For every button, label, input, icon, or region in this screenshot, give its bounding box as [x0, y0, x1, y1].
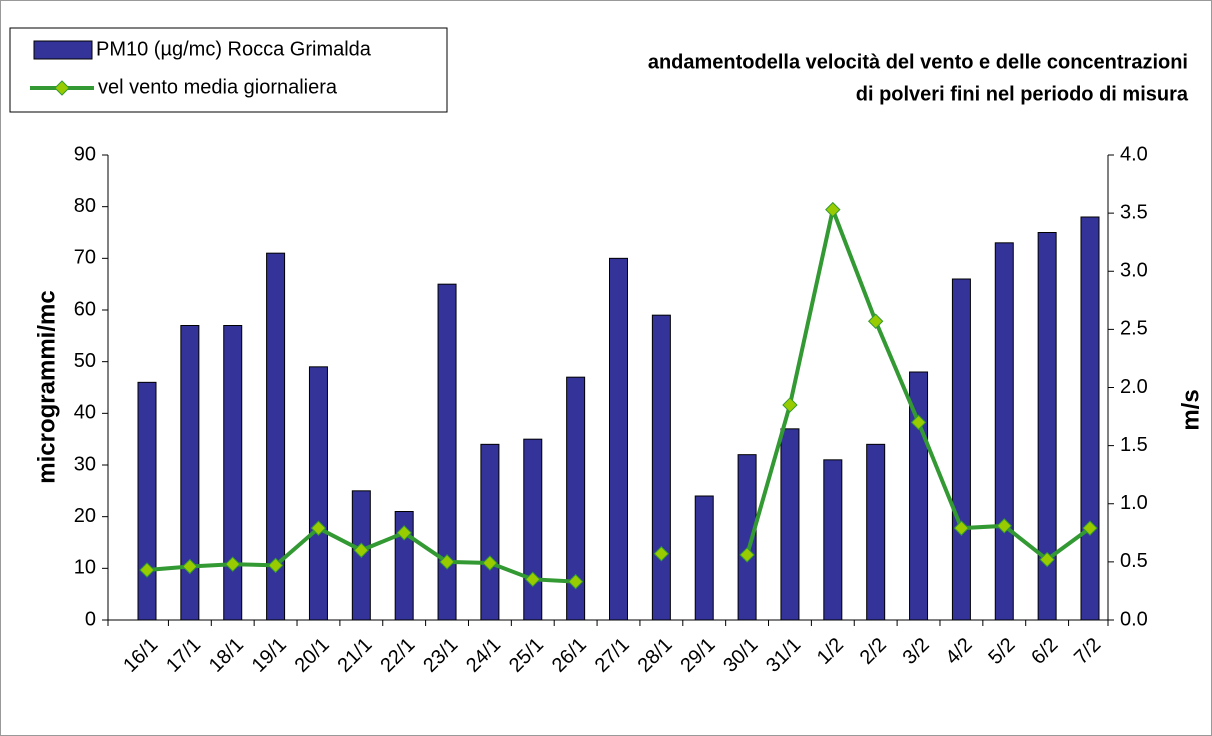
- marker: [139, 562, 155, 578]
- y-tick-label: 10: [74, 557, 96, 579]
- y-tick-label: 30: [74, 453, 96, 475]
- y2-tick-label: 2.0: [1120, 376, 1148, 398]
- marker: [482, 555, 498, 571]
- bar: [137, 381, 157, 621]
- chart-title: andamentodella velocità del vento e dell…: [648, 51, 1188, 73]
- marker: [825, 201, 841, 218]
- legend-swatch: [33, 40, 93, 60]
- marker: [225, 556, 241, 572]
- marker: [525, 571, 541, 588]
- y2-tick-label: 4.0: [1120, 143, 1148, 165]
- y-tick-label: 50: [74, 350, 96, 372]
- bar: [394, 511, 414, 621]
- marker: [1082, 520, 1098, 536]
- bar: [1037, 232, 1057, 621]
- marker: [953, 520, 970, 536]
- marker: [910, 414, 927, 431]
- y2-tick-label: 3.5: [1120, 201, 1148, 223]
- marker: [267, 557, 284, 574]
- chart-title: di polveri fini nel periodo di misura: [856, 83, 1189, 105]
- y2-tick-label: 1.0: [1120, 492, 1148, 514]
- marker: [182, 558, 198, 575]
- marker: [739, 547, 755, 563]
- bar: [951, 278, 971, 621]
- bar: [780, 428, 800, 621]
- bar: [737, 454, 757, 621]
- marker: [653, 546, 670, 562]
- y2-tick-label: 2.5: [1120, 318, 1148, 340]
- marker: [782, 397, 798, 413]
- y-tick-label: 70: [74, 247, 96, 269]
- marker: [310, 520, 327, 536]
- y2-tick-label: 0.5: [1120, 550, 1148, 572]
- bar: [994, 242, 1014, 621]
- y-axis-title: microgrammi/mc: [33, 290, 60, 483]
- bar: [308, 366, 328, 621]
- marker: [867, 313, 884, 329]
- y-tick-label: 20: [74, 505, 96, 527]
- marker: [1039, 551, 1055, 568]
- y-tick-label: 40: [74, 402, 96, 424]
- bar: [266, 252, 286, 621]
- bar: [180, 325, 200, 621]
- bar: [609, 257, 628, 621]
- y2-axis-title: m/s: [1177, 389, 1204, 430]
- bar: [566, 376, 586, 621]
- legend-label: vel vento media giornaliera: [98, 76, 338, 98]
- bar: [694, 495, 714, 621]
- y-tick-label: 90: [74, 143, 96, 165]
- y-tick-label: 60: [74, 298, 96, 320]
- bar: [480, 443, 500, 621]
- marker: [439, 554, 455, 570]
- y-tick-label: 0: [85, 608, 96, 630]
- bar: [523, 438, 543, 621]
- legend-swatch: [54, 80, 70, 96]
- bar: [823, 459, 843, 621]
- marker: [996, 518, 1012, 534]
- bar: [651, 314, 671, 621]
- legend-label: PM10 (µg/mc) Rocca Grimalda: [96, 38, 372, 60]
- y-tick-label: 80: [74, 195, 96, 217]
- y2-tick-label: 0.0: [1120, 608, 1148, 630]
- marker: [567, 573, 584, 590]
- marker: [396, 525, 412, 541]
- y2-tick-label: 1.5: [1120, 434, 1148, 456]
- bar: [1080, 216, 1100, 621]
- bar: [437, 283, 457, 621]
- marker: [353, 542, 370, 558]
- y2-tick-label: 3.0: [1120, 260, 1148, 282]
- bar: [866, 443, 886, 621]
- bar: [223, 325, 243, 621]
